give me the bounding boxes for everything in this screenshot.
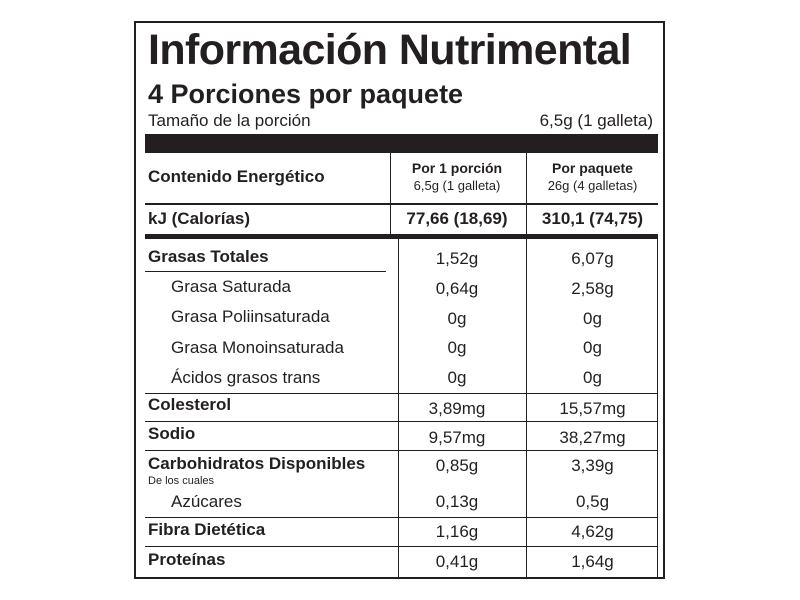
nutrient-value-per-serving: 0,41g [435, 552, 479, 571]
energy-per-package: 310,1 (74,75) [541, 209, 644, 228]
nutrition-facts-label: Información Nutrimental 4 Porciones por … [134, 21, 665, 579]
serving-size-label: Tamaño de la porción [148, 111, 311, 130]
nutrient-label-cholesterol: Colesterol [148, 395, 232, 414]
column-divider [526, 239, 527, 577]
energy-per-serving: 77,66 (18,69) [406, 209, 508, 228]
nutrient-label-total-fat: Grasas Totales [148, 247, 269, 266]
nutrient-value-per-package: 1,64g [571, 552, 614, 571]
column-header-subtitle: 6,5g (1 galleta) [413, 178, 501, 193]
serving-size-value: 6,5g (1 galleta) [539, 111, 653, 130]
nutrient-label-carbohydrates: Carbohidratos Disponibles [148, 454, 366, 473]
column-divider [390, 153, 391, 234]
nutrient-label-protein: Proteínas [148, 550, 226, 569]
nutrient-value-per-package: 3,39g [571, 456, 614, 475]
nutrient-label-sugars: Azúcares [171, 492, 242, 511]
nutrient-value-per-package: 6,07g [571, 249, 614, 268]
column-divider [657, 239, 658, 577]
row-divider [145, 517, 658, 518]
nutrient-value-per-package: 2,58g [571, 279, 614, 298]
energy-kj-label: kJ (Calorías) [148, 209, 251, 228]
nutrient-value-per-package: 0g [583, 368, 602, 387]
column-header-per-package: Por paquete 26g (4 galletas) [528, 159, 657, 195]
label-title: Información Nutrimental [148, 26, 632, 74]
row-divider [145, 450, 658, 451]
column-header-title: Por paquete [552, 160, 633, 176]
nutrient-value-per-serving: 0g [447, 309, 467, 328]
column-header-subtitle: 26g (4 galletas) [547, 178, 638, 193]
nutrient-value-per-package: 4,62g [571, 522, 614, 541]
column-header-title: Por 1 porción [411, 160, 503, 176]
nutrient-value-per-serving: 0,13g [435, 492, 479, 511]
nutrient-subnote: De los cuales [148, 475, 215, 487]
energy-content-label: Contenido Energético [148, 167, 325, 186]
row-divider [145, 393, 658, 394]
row-divider [145, 546, 658, 547]
servings-per-package: 4 Porciones por paquete [148, 79, 464, 109]
nutrient-value-per-serving: 0g [447, 338, 467, 357]
nutrient-value-per-serving: 9,57mg [428, 428, 486, 447]
nutrient-value-per-serving: 0,64g [435, 279, 479, 298]
nutrient-value-per-package: 15,57mg [559, 399, 626, 418]
nutrient-value-per-package: 0,5g [575, 492, 610, 511]
column-divider [398, 239, 399, 577]
column-header-per-serving: Por 1 porción 6,5g (1 galleta) [390, 159, 524, 195]
nutrient-value-per-package: 38,27mg [559, 428, 626, 447]
nutrient-label-fiber: Fibra Dietética [148, 520, 266, 539]
medium-divider [145, 234, 658, 239]
nutrient-value-per-serving: 1,16g [435, 522, 479, 541]
nutrient-value-per-serving: 0,85g [435, 456, 479, 475]
thick-divider [145, 134, 658, 153]
nutrient-label-monounsaturated-fat: Grasa Monoinsaturada [171, 338, 344, 357]
row-divider [145, 421, 658, 422]
nutrient-value-per-serving: 1,52g [435, 249, 479, 268]
nutrient-value-per-package: 0g [583, 338, 602, 357]
row-divider [145, 271, 386, 272]
row-divider [145, 203, 658, 205]
nutrient-label-trans-fat: Ácidos grasos trans [171, 368, 321, 387]
nutrient-label-saturated-fat: Grasa Saturada [171, 277, 292, 296]
nutrient-value-per-serving: 3,89mg [428, 399, 486, 418]
nutrient-value-per-serving: 0g [447, 368, 467, 387]
column-divider [526, 153, 527, 234]
nutrient-label-sodium: Sodio [148, 424, 196, 443]
nutrient-value-per-package: 0g [583, 309, 602, 328]
nutrient-label-polyunsaturated-fat: Grasa Poliinsaturada [171, 307, 330, 326]
